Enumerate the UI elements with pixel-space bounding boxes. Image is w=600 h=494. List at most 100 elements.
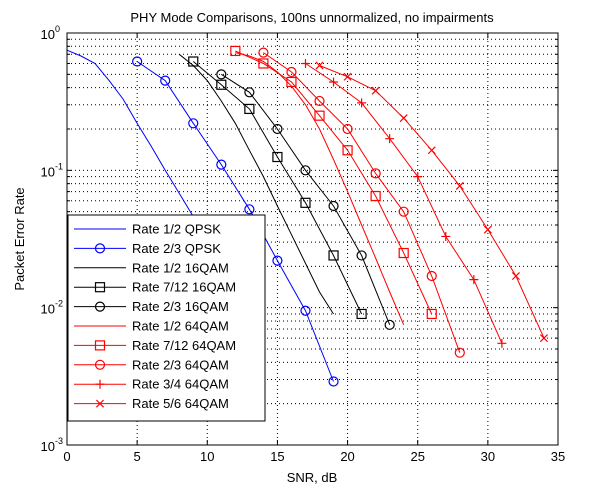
marker-circle [94, 359, 106, 370]
x-tick-label: 25 [410, 449, 424, 464]
y-tick-base: 10 [41, 164, 55, 179]
x-tick-label: 10 [200, 449, 214, 464]
marker-square [216, 79, 227, 90]
legend-item: Rate 1/2 QPSK [74, 222, 221, 237]
marker-circle [272, 123, 283, 135]
marker-x [427, 146, 436, 155]
marker-circle [384, 319, 395, 330]
x-axis-label: SNR, dB [287, 470, 338, 485]
marker-circle [454, 347, 465, 358]
series-line [221, 73, 391, 325]
marker-circle [356, 250, 367, 261]
marker-square [370, 190, 381, 202]
marker-square [342, 145, 353, 156]
legend-label: Rate 7/12 64QAM [132, 338, 236, 353]
legend-label: Rate 2/3 16QAM [132, 299, 229, 314]
marker-circle [188, 118, 199, 129]
marker-plus [95, 379, 105, 389]
marker-square [94, 282, 106, 293]
legend-label: Rate 2/3 64QAM [132, 357, 229, 372]
series-rate-2-3-16qam [216, 69, 395, 330]
legend-item: Rate 7/12 64QAM [74, 338, 236, 353]
legend: Rate 1/2 QPSK Rate 2/3 QPSK Rate 1/2 16QAM… [67, 214, 266, 422]
legend-box [67, 214, 266, 422]
y-tick-label: 10 -3 [41, 436, 63, 454]
marker-x [95, 399, 105, 408]
marker-circle [300, 305, 311, 316]
marker-circle [300, 165, 311, 176]
marker-plus [357, 98, 367, 108]
series-line [178, 53, 334, 315]
x-tick-label: 20 [340, 449, 354, 464]
y-tick-exponent: -1 [55, 161, 63, 171]
marker-x [315, 61, 324, 70]
series-rate-1-2-16qam [178, 53, 334, 315]
grid [67, 33, 558, 445]
marker-square [244, 103, 255, 115]
series-rate-7-12-16qam [188, 56, 367, 320]
marker-circle [216, 159, 227, 170]
y-tick-exponent: -3 [55, 436, 63, 446]
x-tick-labels: 0 5 10 15 20 25 30 35 [63, 449, 565, 464]
marker-plus [329, 77, 339, 87]
x-tick-label: 5 [134, 449, 141, 464]
marker-plus [441, 231, 451, 241]
legend-label: Rate 1/2 QPSK [132, 222, 221, 237]
marker-x [343, 72, 352, 81]
y-tick-base: 10 [41, 439, 55, 454]
series-rate-2-3-qpsk [132, 56, 339, 387]
marker-circle [328, 200, 339, 212]
marker-square [286, 76, 297, 88]
y-axis-label: Packet Error Rate [12, 187, 27, 290]
marker-circle [426, 270, 437, 282]
marker-square [426, 308, 437, 320]
y-tick-base: 10 [41, 27, 55, 42]
x-tick-label: 35 [551, 449, 565, 464]
marker-circle [286, 66, 297, 78]
marker-circle [94, 301, 106, 312]
legend-label: Rate 1/2 16QAM [132, 260, 229, 275]
marker-circle [314, 95, 325, 107]
marker-circle [244, 204, 255, 215]
series-rate-3-4-64qam [300, 58, 507, 348]
marker-x [399, 114, 408, 123]
series-line [192, 61, 363, 315]
x-tick-label: 30 [481, 449, 495, 464]
series-rate-2-3-64qam [258, 47, 465, 358]
marker-x [539, 334, 548, 343]
series-layer [66, 45, 548, 387]
marker-plus [469, 275, 479, 285]
marker-x [371, 86, 380, 95]
legend-item: Rate 7/12 16QAM [74, 280, 236, 295]
y-tick-label: 10 0 [41, 24, 60, 42]
series-rate-1-2-64qam [235, 52, 405, 325]
marker-square [398, 247, 409, 259]
marker-square [258, 58, 269, 69]
series-rate-7-12-64qam [230, 45, 437, 320]
legend-item: Rate 1/2 16QAM [74, 260, 229, 275]
marker-circle [342, 123, 353, 135]
plot-frame [66, 32, 559, 446]
legend-item: Rate 2/3 QPSK [74, 241, 221, 256]
chart-title: PHY Mode Comparisons, 100ns unnormalized… [130, 10, 494, 25]
legend-label: Rate 5/6 64QAM [132, 396, 229, 411]
marker-plus [300, 58, 310, 68]
legend-label: Rate 3/4 64QAM [132, 377, 229, 392]
marker-circle [160, 75, 171, 86]
x-tick-label: 15 [270, 449, 284, 464]
series-line [235, 52, 405, 325]
marker-plus [497, 338, 507, 348]
marker-x [455, 181, 464, 190]
marker-plus [413, 172, 423, 182]
marker-circle [244, 87, 255, 98]
marker-square [300, 197, 311, 208]
marker-square [314, 110, 325, 121]
marker-circle [272, 255, 283, 266]
marker-circle [398, 206, 409, 217]
legend-item: Rate 5/6 64QAM [74, 396, 229, 411]
legend-item: Rate 3/4 64QAM [74, 377, 229, 392]
y-tick-exponent: -2 [55, 299, 63, 309]
